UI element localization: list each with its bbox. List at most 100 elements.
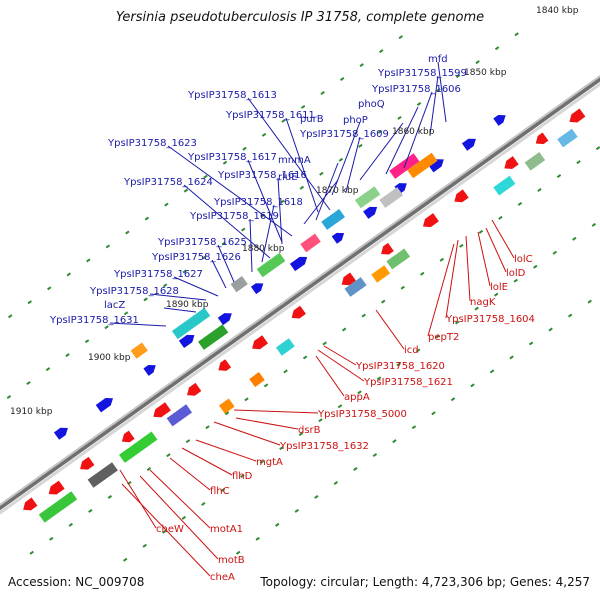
reverse-gene-label: appA: [344, 392, 370, 403]
reverse-gene-arrow: [218, 359, 232, 371]
forward-gene-label: purB: [300, 114, 324, 125]
forward-gene-label: YpsIP31758_1631: [49, 315, 139, 326]
forward-gene-label: YpsIP31758_1618: [213, 197, 303, 208]
scale-tick: [333, 481, 339, 485]
leader-line: [235, 417, 299, 430]
reverse-gene-label: cheA: [210, 572, 235, 583]
feature-block: [218, 398, 235, 414]
reverse-gene-block: [166, 404, 193, 427]
leader-line: [183, 184, 271, 259]
leader-line: [315, 162, 339, 221]
scale-tick: [86, 258, 91, 263]
scale-tick: [494, 46, 500, 51]
reverse-gene-label: icd: [404, 345, 419, 356]
scale-tick: [359, 63, 364, 68]
feature-block: [557, 128, 578, 148]
forward-gene-arrow: [250, 283, 264, 295]
scale-tick: [400, 285, 405, 290]
leader-line: [247, 159, 283, 243]
leader-line: [261, 204, 275, 263]
scale-tick: [201, 501, 206, 506]
forward-gene-label: phoP: [343, 115, 368, 126]
reverse-gene-block: [119, 431, 158, 463]
scale-tick: [411, 425, 417, 430]
kbp-label: 1870 kbp: [316, 186, 359, 196]
scale-tick: [376, 376, 382, 381]
forward-gene-label: YpsIP31758_1624: [123, 177, 213, 188]
scale-tick: [125, 230, 130, 235]
scale-tick: [381, 299, 386, 304]
forward-gene-label: YpsIP31758_1625: [157, 237, 247, 248]
scale-tick: [475, 60, 480, 65]
forward-gene-block: [130, 342, 148, 359]
forward-gene-label: YpsIP31758_1626: [151, 252, 241, 263]
reverse-gene-label: lolC: [514, 254, 533, 265]
scale-tick: [314, 494, 319, 499]
forward-gene-block: [198, 324, 229, 350]
forward-gene-label: mnmA: [278, 155, 311, 166]
forward-gene-label: YpsIP31758_1617: [187, 152, 277, 163]
leader-line: [465, 235, 471, 302]
feature-arrow: [493, 115, 506, 126]
reverse-gene-label: motA1: [210, 524, 243, 535]
reverse-gene-arrow: [187, 382, 202, 396]
scale-tick: [420, 271, 425, 276]
feature-block: [300, 233, 321, 253]
scale-tick: [439, 257, 445, 262]
feature-block: [493, 175, 516, 196]
feature-arrow: [331, 232, 345, 244]
scale-tick: [300, 104, 306, 109]
reverse-gene-label: YpsIP31758_1604: [445, 314, 535, 325]
forward-gene-block: [321, 208, 345, 230]
scale-tick: [240, 474, 245, 478]
scale-tick: [454, 320, 460, 325]
feature-block: [249, 371, 265, 388]
reverse-gene-block: [371, 265, 391, 283]
feature-block: [371, 265, 391, 283]
scale-tick: [318, 418, 323, 423]
leader-line: [403, 91, 433, 169]
scale-tick: [357, 390, 362, 395]
forward-gene-label: YpsIP31758_1627: [113, 269, 203, 280]
scale-tick: [372, 453, 378, 458]
reverse-gene-block: [38, 491, 78, 523]
forward-gene-block: [171, 307, 211, 340]
scale-tick: [548, 327, 553, 332]
leader-line: [359, 122, 404, 181]
leader-line: [303, 179, 339, 225]
scale-tick: [567, 313, 573, 318]
feature-arrow: [504, 156, 519, 169]
reverse-gene-label: mgtA: [256, 457, 283, 468]
scale-tick: [320, 90, 325, 95]
feature-arrow: [363, 206, 378, 219]
feature-arrow: [143, 365, 156, 376]
scale-tick: [514, 32, 519, 37]
scale-tick: [143, 297, 148, 302]
scale-tick: [392, 439, 397, 444]
reverse-gene-arrow: [381, 242, 394, 255]
scale-tick: [181, 515, 186, 520]
scale-tick: [556, 174, 562, 179]
scale-tick: [379, 49, 384, 54]
scale-tick: [162, 283, 168, 288]
kbp-label: 1910 kbp: [10, 407, 53, 417]
forward-gene-label: phoQ: [358, 99, 385, 110]
scale-tick: [509, 355, 514, 360]
scale-tick: [397, 115, 402, 120]
scale-tick: [337, 404, 343, 409]
scale-tick: [259, 460, 265, 465]
reverse-gene-label: YpsIP31758_5000: [317, 409, 407, 420]
feature-arrow: [218, 359, 232, 371]
scale-tick: [299, 185, 305, 190]
scale-ticks: [6, 32, 600, 562]
kbp-label: 1890 kbp: [166, 300, 209, 310]
forward-gene-label: lacZ: [104, 300, 125, 311]
leader-line: [173, 276, 219, 297]
leader-line: [233, 409, 319, 414]
feature-arrow: [252, 335, 269, 350]
scale-tick: [29, 550, 34, 555]
forward-gene-label: YpsIP31758_1628: [89, 286, 179, 297]
scale-tick: [162, 529, 167, 534]
feature-block: [38, 491, 78, 523]
